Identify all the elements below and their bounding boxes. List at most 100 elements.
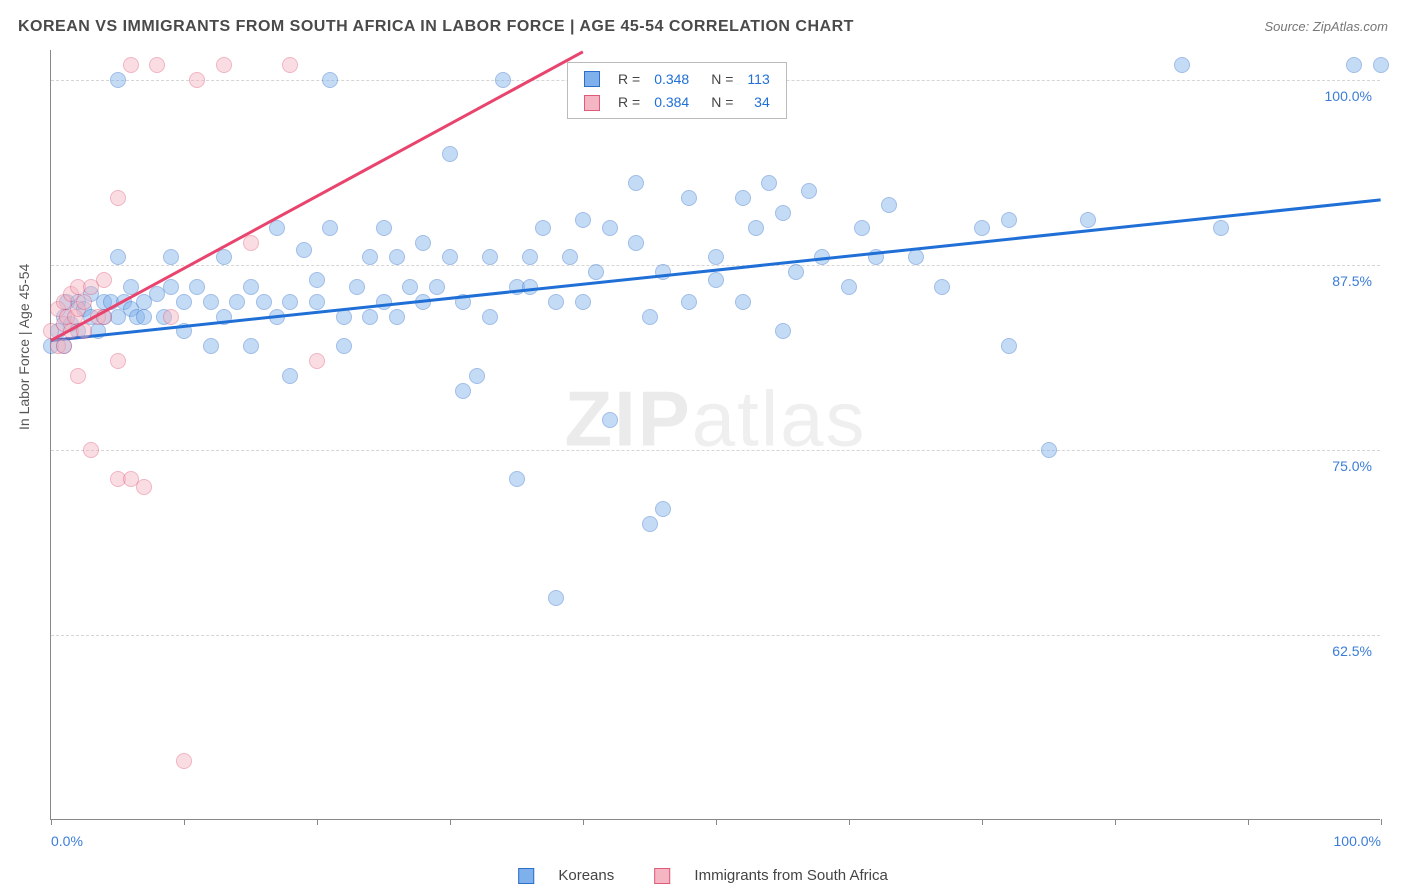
data-point — [256, 294, 272, 310]
data-point — [495, 72, 511, 88]
n-value: 34 — [741, 91, 775, 112]
data-point — [376, 294, 392, 310]
data-point — [575, 294, 591, 310]
x-tick-label: 100.0% — [1334, 833, 1381, 849]
data-point — [482, 309, 498, 325]
data-point — [429, 279, 445, 295]
data-point — [136, 479, 152, 495]
chart-title: KOREAN VS IMMIGRANTS FROM SOUTH AFRICA I… — [18, 18, 854, 36]
data-point — [76, 294, 92, 310]
data-point — [442, 249, 458, 265]
data-point — [881, 197, 897, 213]
data-point — [70, 368, 86, 384]
data-point — [309, 353, 325, 369]
data-point — [402, 279, 418, 295]
x-tick — [583, 819, 584, 825]
data-point — [96, 272, 112, 288]
data-point — [336, 338, 352, 354]
data-point — [735, 294, 751, 310]
data-point — [775, 205, 791, 221]
legend-row: R =0.384N =34 — [578, 91, 776, 112]
x-tick — [1248, 819, 1249, 825]
data-point — [735, 190, 751, 206]
y-axis-title: In Labor Force | Age 45-54 — [16, 264, 32, 430]
data-point — [1174, 57, 1190, 73]
data-point — [628, 235, 644, 251]
x-tick — [849, 819, 850, 825]
n-label: N = — [697, 68, 739, 89]
x-tick — [184, 819, 185, 825]
data-point — [908, 249, 924, 265]
r-label: R = — [612, 91, 646, 112]
y-tick-label: 75.0% — [1332, 458, 1372, 474]
data-point — [296, 242, 312, 258]
data-point — [349, 279, 365, 295]
data-point — [362, 249, 378, 265]
data-point — [548, 590, 564, 606]
data-point — [708, 272, 724, 288]
data-point — [761, 175, 777, 191]
legend-swatch — [578, 91, 610, 112]
data-point — [123, 57, 139, 73]
data-point — [1213, 220, 1229, 236]
correlation-legend: R =0.348N =113R =0.384N =34 — [567, 62, 787, 119]
data-point — [216, 249, 232, 265]
data-point — [110, 353, 126, 369]
data-point — [642, 309, 658, 325]
data-point — [176, 294, 192, 310]
source-name: ZipAtlas.com — [1313, 19, 1388, 34]
data-point — [655, 501, 671, 517]
data-point — [1001, 338, 1017, 354]
data-point — [775, 323, 791, 339]
data-point — [176, 753, 192, 769]
data-point — [56, 338, 72, 354]
data-point — [509, 471, 525, 487]
n-label: N = — [697, 91, 739, 112]
data-point — [415, 235, 431, 251]
legend-row: R =0.348N =113 — [578, 68, 776, 89]
legend-label: Koreans — [558, 867, 614, 884]
data-point — [136, 309, 152, 325]
data-point — [149, 57, 165, 73]
data-point — [110, 190, 126, 206]
data-point — [110, 72, 126, 88]
source-label: Source: ZipAtlas.com — [1264, 19, 1388, 34]
data-point — [189, 72, 205, 88]
data-point — [575, 212, 591, 228]
data-point — [376, 220, 392, 236]
data-point — [655, 264, 671, 280]
data-point — [309, 294, 325, 310]
title-bar: KOREAN VS IMMIGRANTS FROM SOUTH AFRICA I… — [18, 18, 1388, 36]
data-point — [469, 368, 485, 384]
data-point — [1001, 212, 1017, 228]
data-point — [708, 249, 724, 265]
data-point — [1346, 57, 1362, 73]
data-point — [535, 220, 551, 236]
data-point — [389, 309, 405, 325]
legend-item: Immigrants from South Africa — [644, 867, 898, 884]
x-tick — [982, 819, 983, 825]
data-point — [362, 309, 378, 325]
data-point — [216, 57, 232, 73]
data-point — [841, 279, 857, 295]
data-point — [628, 175, 644, 191]
y-tick-label: 87.5% — [1332, 273, 1372, 289]
trend-line — [51, 198, 1381, 341]
y-tick-label: 100.0% — [1325, 88, 1372, 104]
x-tick — [1115, 819, 1116, 825]
x-tick — [317, 819, 318, 825]
data-point — [642, 516, 658, 532]
data-point — [269, 220, 285, 236]
data-point — [1041, 442, 1057, 458]
series-legend: Koreans Immigrants from South Africa — [498, 867, 908, 884]
data-point — [588, 264, 604, 280]
gridline — [51, 450, 1380, 451]
data-point — [163, 309, 179, 325]
data-point — [203, 338, 219, 354]
data-point — [282, 294, 298, 310]
data-point — [83, 442, 99, 458]
data-point — [322, 72, 338, 88]
gridline — [51, 635, 1380, 636]
data-point — [309, 272, 325, 288]
plot-area: ZIPatlas 62.5%75.0%87.5%100.0%0.0%100.0% — [50, 50, 1380, 820]
